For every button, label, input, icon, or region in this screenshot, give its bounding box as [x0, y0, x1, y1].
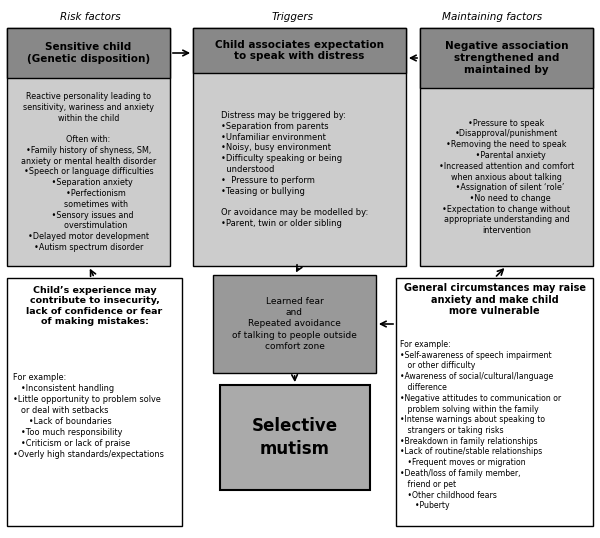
Bar [420, 28, 593, 266]
Text: For example:
   •Inconsistent handling
•Little opportunity to problem solve
   o: For example: •Inconsistent handling •Lit… [13, 373, 164, 459]
Text: •Pressure to speak
•Disapproval/punishment
•Removing the need to speak
   •Paren: •Pressure to speak •Disapproval/punishme… [439, 119, 574, 235]
Text: Triggers: Triggers [272, 12, 314, 22]
Bar [213, 275, 376, 373]
Text: Maintaining factors: Maintaining factors [442, 12, 542, 22]
Text: Selective
mutism: Selective mutism [252, 417, 338, 458]
Text: Sensitive child
(Genetic disposition): Sensitive child (Genetic disposition) [27, 42, 150, 64]
Bar [7, 28, 170, 266]
Bar [220, 385, 370, 490]
Text: For example:
•Self-awareness of speech impairment
   or other difficulty
•Awaren: For example: •Self-awareness of speech i… [400, 340, 561, 510]
Bar [396, 278, 593, 526]
Text: Negative association
strengthened and
maintained by: Negative association strengthened and ma… [445, 41, 568, 75]
Text: Reactive personality leading to
sensitivity, wariness and anxiety
within the chi: Reactive personality leading to sensitiv… [21, 92, 156, 252]
Bar [7, 278, 182, 526]
Bar [193, 28, 406, 266]
Text: Distress may be triggered by:
•Separation from parents
•Unfamiliar environment
•: Distress may be triggered by: •Separatio… [221, 111, 368, 228]
Bar [420, 28, 593, 88]
Text: General circumstances may raise
anxiety and make child
more vulnerable: General circumstances may raise anxiety … [404, 283, 586, 316]
Text: Child associates expectation
to speak with distress: Child associates expectation to speak wi… [215, 40, 384, 61]
Text: Child’s experience may
contribute to insecurity,
lack of confidence or fear
of m: Child’s experience may contribute to ins… [26, 286, 163, 326]
Text: Risk factors: Risk factors [59, 12, 121, 22]
Bar [7, 28, 170, 78]
Text: Learned fear
and
Repeated avoidance
of talking to people outside
comfort zone: Learned fear and Repeated avoidance of t… [232, 298, 357, 351]
Bar [193, 28, 406, 73]
